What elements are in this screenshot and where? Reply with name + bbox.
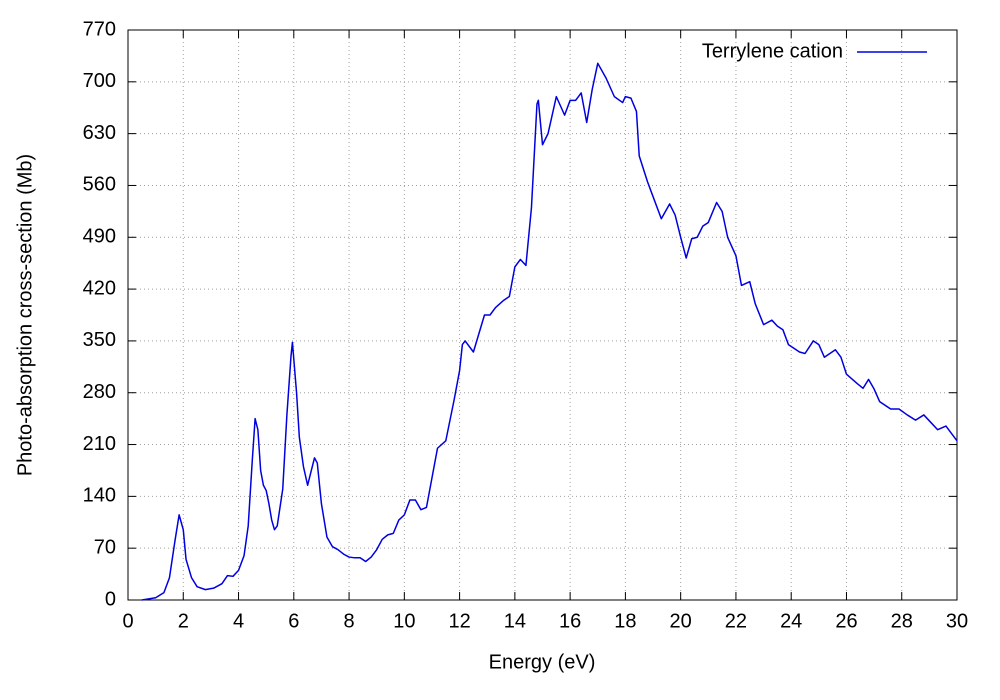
x-tick-label: 26 (835, 610, 857, 632)
x-tick-label: 14 (504, 610, 526, 632)
x-axis-label: Energy (eV) (489, 651, 596, 673)
x-tick-label: 0 (122, 610, 133, 632)
y-tick-label: 140 (83, 485, 116, 507)
x-tick-label: 8 (344, 610, 355, 632)
x-tick-label: 24 (780, 610, 802, 632)
x-tick-label: 16 (559, 610, 581, 632)
y-tick-label: 700 (83, 70, 116, 92)
y-axis-label: Photo-absorption cross-section (Mb) (14, 154, 36, 476)
y-tick-label: 560 (83, 174, 116, 196)
x-tick-label: 22 (725, 610, 747, 632)
x-tick-label: 18 (614, 610, 636, 632)
plot-frame (127, 29, 958, 601)
x-tick-label: 30 (946, 610, 968, 632)
y-tick-label: 630 (83, 122, 116, 144)
x-tick-label: 20 (670, 610, 692, 632)
y-tick-label: 350 (83, 329, 116, 351)
x-tick-label: 12 (448, 610, 470, 632)
x-tick-label: 2 (178, 610, 189, 632)
y-tick-label: 280 (83, 381, 116, 403)
x-tick-label: 10 (393, 610, 415, 632)
x-tick-label: 4 (233, 610, 244, 632)
y-tick-label: 770 (83, 18, 116, 40)
y-tick-label: 210 (83, 433, 116, 455)
x-tick-label: 6 (288, 610, 299, 632)
y-tick-label: 490 (83, 226, 116, 248)
data-line (141, 62, 958, 601)
x-tick-label: 28 (891, 610, 913, 632)
y-tick-label: 420 (83, 277, 116, 299)
y-tick-label: 70 (94, 536, 116, 558)
y-tick-label: 0 (105, 588, 116, 610)
legend-label: Terrylene cation (702, 40, 843, 62)
